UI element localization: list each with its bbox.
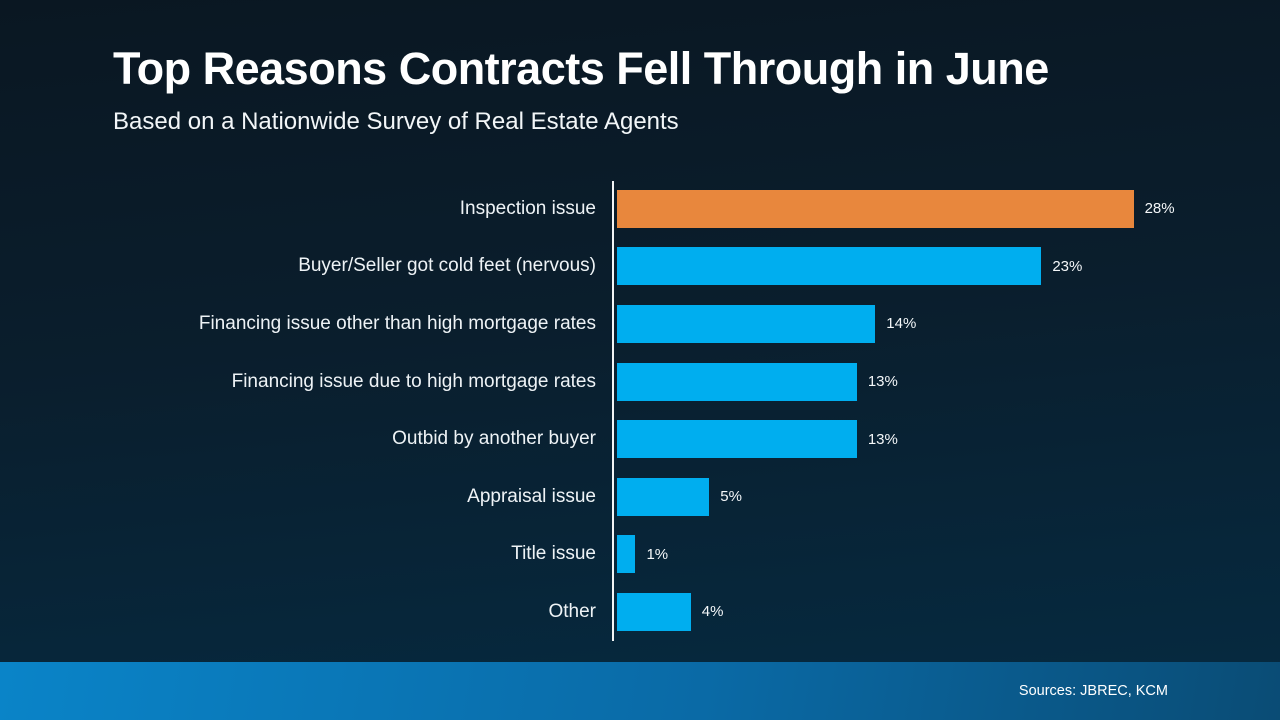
chart-row: Appraisal issue 5% <box>0 468 1280 526</box>
chart-rows: Inspection issue 28% Buyer/Seller got cold… <box>0 180 1280 641</box>
category-label: Financing issue other than high mortgage… <box>198 312 596 334</box>
bar <box>617 420 857 459</box>
footer-bar: Sources: JBREC, KCM <box>0 662 1280 720</box>
category-label: Financing issue due to high mortgage rat… <box>231 370 596 392</box>
chart-row: Outbid by another buyer 13% <box>0 410 1280 468</box>
category-label: Appraisal issue <box>467 485 596 507</box>
y-axis-line <box>612 181 614 641</box>
bar <box>617 362 857 401</box>
value-label: 1% <box>646 545 669 563</box>
source-attribution: Sources: JBREC, KCM <box>1018 683 1168 699</box>
bar-chart: Inspection issue 28% Buyer/Seller got cold… <box>0 180 1280 641</box>
chart-row: Buyer/Seller got cold feet (nervous) 23% <box>0 238 1280 296</box>
bar <box>617 304 876 343</box>
bar <box>617 535 636 574</box>
chart-row: Financing issue other than high mortgage… <box>0 295 1280 353</box>
category-label: Outbid by another buyer <box>392 428 596 450</box>
value-label: 5% <box>720 488 742 506</box>
header: Top Reasons Contracts Fell Through in Ju… <box>113 44 1049 136</box>
bar <box>617 189 1134 228</box>
value-label: 4% <box>701 603 724 621</box>
category-label: Other <box>548 600 596 622</box>
value-label: 28% <box>1144 200 1175 218</box>
value-label: 23% <box>1052 257 1083 275</box>
chart-row: Financing issue due to high mortgage rat… <box>0 353 1280 411</box>
chart-title: Top Reasons Contracts Fell Through in Ju… <box>113 43 1049 94</box>
chart-row: Inspection issue 28% <box>0 180 1280 238</box>
bar <box>617 477 710 516</box>
value-label: 13% <box>867 430 898 448</box>
chart-row: Title issue 1% <box>0 526 1280 584</box>
bar <box>617 247 1042 286</box>
category-label: Inspection issue <box>459 197 596 219</box>
value-label: 14% <box>886 315 917 333</box>
category-label: Buyer/Seller got cold feet (nervous) <box>298 255 596 277</box>
category-label: Title issue <box>511 543 596 565</box>
chart-subtitle: Based on a Nationwide Survey of Real Est… <box>113 107 679 135</box>
chart-row: Other 4% <box>0 583 1280 641</box>
value-label: 13% <box>867 373 898 391</box>
bar <box>617 592 691 631</box>
